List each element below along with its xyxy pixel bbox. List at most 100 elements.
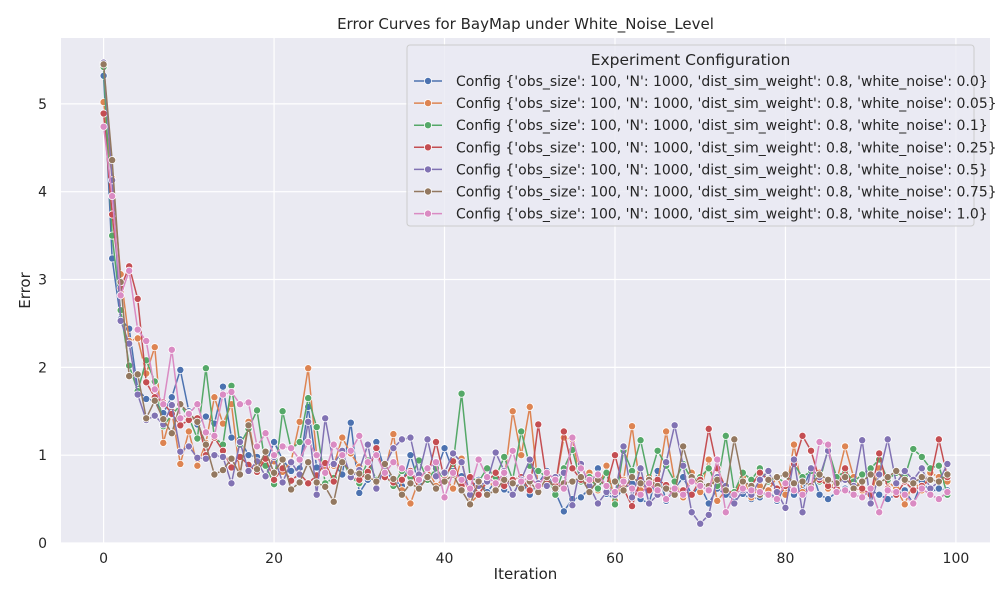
- data-point: [593, 470, 602, 479]
- data-point: [909, 445, 918, 454]
- data-point: [900, 466, 909, 475]
- data-point: [508, 446, 517, 455]
- data-point: [900, 500, 909, 509]
- data-point: [568, 433, 577, 442]
- data-point: [474, 477, 483, 486]
- data-point: [849, 490, 858, 499]
- data-point: [662, 427, 671, 436]
- data-point: [380, 468, 389, 477]
- data-point: [559, 484, 568, 493]
- data-point: [270, 468, 279, 477]
- data-point: [142, 336, 151, 345]
- data-point: [824, 475, 833, 484]
- data-point: [414, 475, 423, 484]
- data-point: [517, 451, 526, 460]
- data-point: [866, 499, 875, 508]
- data-point: [781, 479, 790, 488]
- data-point: [278, 478, 287, 487]
- data-point: [449, 484, 458, 493]
- data-point: [491, 448, 500, 457]
- data-point: [355, 469, 364, 478]
- data-point: [329, 459, 338, 468]
- data-point: [406, 451, 415, 460]
- data-point: [278, 455, 287, 464]
- data-point: [789, 479, 798, 488]
- data-point: [193, 434, 202, 443]
- series-6: [99, 122, 952, 517]
- data-point: [525, 473, 534, 482]
- x-tick-label: 80: [777, 551, 795, 567]
- data-point: [841, 473, 850, 482]
- data-point: [150, 343, 159, 352]
- legend-marker: [423, 143, 432, 152]
- data-point: [440, 468, 449, 477]
- series-line: [102, 64, 948, 506]
- legend-item: Config {'obs_size': 100, 'N': 1000, 'dis…: [414, 162, 988, 178]
- data-point: [167, 393, 176, 402]
- data-point: [287, 458, 296, 467]
- data-point: [244, 451, 253, 460]
- data-point: [338, 433, 347, 442]
- data-point: [133, 325, 142, 334]
- data-point: [662, 495, 671, 504]
- data-point: [798, 508, 807, 517]
- data-point: [781, 470, 790, 479]
- data-point: [628, 422, 637, 431]
- data-point: [517, 484, 526, 493]
- y-tick-label: 2: [38, 360, 47, 376]
- data-point: [858, 470, 867, 479]
- x-tick-label: 20: [265, 551, 283, 567]
- y-tick-label: 3: [38, 273, 47, 289]
- data-point: [159, 400, 168, 409]
- data-point: [525, 486, 534, 495]
- data-point: [193, 417, 202, 426]
- data-point: [440, 493, 449, 502]
- data-point: [99, 122, 108, 131]
- data-point: [397, 475, 406, 484]
- data-point: [423, 473, 432, 482]
- data-point: [534, 420, 543, 429]
- data-point: [210, 451, 219, 460]
- data-point: [508, 490, 517, 499]
- legend-item: Config {'obs_size': 100, 'N': 1000, 'dis…: [414, 207, 988, 223]
- data-point: [807, 484, 816, 493]
- data-point: [704, 510, 713, 519]
- data-point: [619, 486, 628, 495]
- x-axis-label: Iteration: [494, 565, 558, 583]
- legend-label: Config {'obs_size': 100, 'N': 1000, 'dis…: [456, 96, 997, 112]
- legend-label: Config {'obs_size': 100, 'N': 1000, 'dis…: [456, 185, 997, 201]
- data-point: [116, 291, 125, 300]
- data-point: [900, 475, 909, 484]
- data-point: [755, 488, 764, 497]
- legend-label: Config {'obs_size': 100, 'N': 1000, 'dis…: [456, 74, 988, 90]
- data-point: [261, 447, 270, 456]
- data-point: [150, 385, 159, 394]
- data-point: [713, 496, 722, 505]
- legend-label: Config {'obs_size': 100, 'N': 1000, 'dis…: [456, 162, 988, 178]
- data-point: [943, 459, 952, 468]
- data-point: [628, 502, 637, 511]
- data-point: [244, 421, 253, 430]
- data-point: [892, 466, 901, 475]
- data-point: [210, 431, 219, 440]
- data-point: [253, 442, 262, 451]
- legend-marker: [423, 99, 432, 108]
- data-point: [253, 406, 262, 415]
- data-point: [406, 433, 415, 442]
- data-point: [304, 364, 313, 373]
- data-point: [457, 458, 466, 467]
- data-point: [662, 484, 671, 493]
- data-point: [432, 484, 441, 493]
- data-point: [108, 192, 117, 201]
- legend-item: Config {'obs_size': 100, 'N': 1000, 'dis…: [414, 96, 997, 112]
- data-point: [696, 481, 705, 490]
- data-point: [244, 466, 253, 475]
- data-point: [466, 500, 475, 509]
- data-point: [227, 479, 236, 488]
- data-point: [218, 466, 227, 475]
- data-point: [414, 484, 423, 493]
- legend-items: Config {'obs_size': 100, 'N': 1000, 'dis…: [414, 74, 997, 223]
- data-point: [253, 465, 262, 474]
- data-point: [943, 470, 952, 479]
- chart-title: Error Curves for BayMap under White_Nois…: [337, 15, 714, 34]
